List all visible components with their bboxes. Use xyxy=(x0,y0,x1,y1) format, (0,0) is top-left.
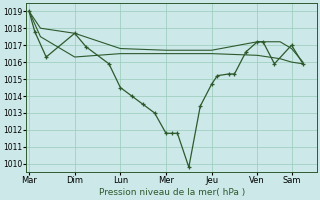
X-axis label: Pression niveau de la mer( hPa ): Pression niveau de la mer( hPa ) xyxy=(99,188,245,197)
